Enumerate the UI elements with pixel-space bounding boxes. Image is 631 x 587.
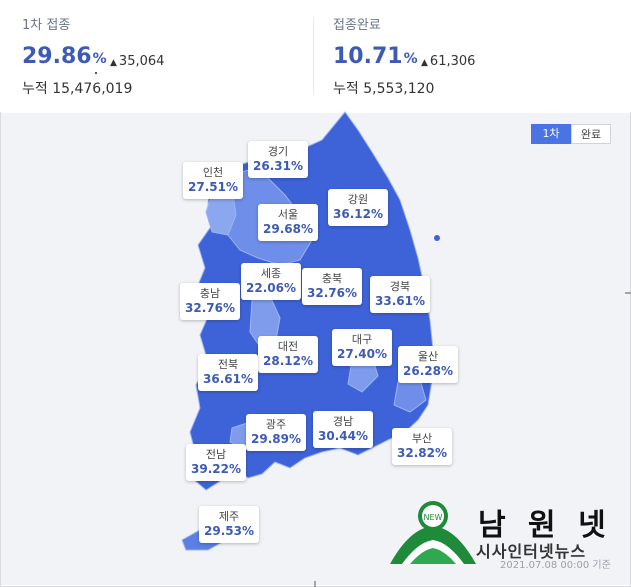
complete-dose-total: 누적 5,553,120 — [333, 81, 435, 97]
logo-subtitle: 시사인터넷뉴스 — [476, 542, 587, 561]
logo-title: 남 원 넷 — [478, 508, 612, 543]
first-dose-delta: ▲ 35,064 — [110, 54, 165, 69]
region-tooltip-gangwon[interactable]: 강원 36.12% — [328, 189, 388, 226]
region-tooltip-seoul[interactable]: 서울 29.68% — [258, 204, 318, 241]
triangle-up-icon: ▲ — [110, 58, 117, 68]
region-tooltip-incheon[interactable]: 인천 27.51% — [183, 162, 243, 199]
toggle-complete[interactable]: 완료 — [571, 124, 611, 144]
region-tooltip-busan[interactable]: 부산 32.82% — [392, 428, 452, 465]
region-tooltip-jeonbuk[interactable]: 전북 36.61% — [198, 354, 258, 391]
stats-panel: 1차 접종 29.86% ▲ 35,064 누적 15,476,019 접종완료 … — [0, 0, 631, 112]
complete-dose-label: 접종완료 — [333, 18, 381, 33]
complete-dose-percent: 10.71% — [333, 44, 418, 69]
island-dot — [208, 238, 212, 242]
toggle-first-dose[interactable]: 1차 — [531, 124, 571, 144]
complete-dose-delta: ▲ 61,306 — [421, 54, 476, 69]
region-tooltip-gyeongbuk[interactable]: 경북 33.61% — [370, 276, 430, 313]
stats-divider — [313, 18, 314, 94]
region-tooltip-jeonnam[interactable]: 전남 39.22% — [186, 444, 246, 481]
island-dot — [434, 235, 440, 241]
region-tooltip-sejong[interactable]: 세종 22.06% — [241, 263, 301, 300]
region-tooltip-ulsan[interactable]: 울산 26.28% — [398, 346, 458, 383]
namwon-logo-icon: NEW — [390, 501, 476, 564]
first-dose-percent: 29.86% — [22, 44, 107, 69]
region-tooltip-jeju[interactable]: 제주 29.53% — [199, 506, 259, 543]
first-dose-label: 1차 접종 — [22, 18, 71, 33]
logo-emblem-text: NEW — [424, 513, 443, 522]
region-tooltip-chungbuk[interactable]: 충북 32.76% — [302, 268, 362, 305]
region-tooltip-chungnam[interactable]: 충남 32.76% — [180, 283, 240, 320]
first-dose-stat: 1차 접종 29.86% ▲ 35,064 누적 15,476,019 — [22, 14, 164, 97]
region-tooltip-daegu[interactable]: 대구 27.40% — [332, 329, 392, 366]
region-tooltip-daejeon[interactable]: 대전 28.12% — [258, 336, 318, 373]
first-dose-total: 누적 15,476,019 — [22, 81, 133, 97]
update-timestamp: 2021.07.08 00:00 기준 — [500, 560, 611, 571]
region-tooltip-gyeongnam[interactable]: 경남 30.44% — [313, 411, 373, 448]
region-tooltip-gwangju[interactable]: 광주 29.89% — [246, 414, 306, 451]
complete-dose-stat: 접종완료 10.71% ▲ 61,306 누적 5,553,120 — [333, 14, 475, 97]
triangle-up-icon: ▲ — [421, 58, 428, 68]
region-tooltip-gyeonggi[interactable]: 경기 26.31% — [248, 141, 308, 178]
dot-marker — [95, 72, 97, 74]
